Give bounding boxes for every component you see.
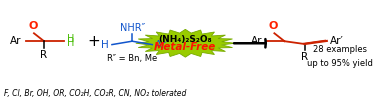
Text: R″ = Bn, Me: R″ = Bn, Me <box>107 54 157 63</box>
Text: H: H <box>101 40 109 50</box>
Text: Metal-Free: Metal-Free <box>154 42 217 52</box>
Text: Ar′: Ar′ <box>330 36 344 46</box>
Polygon shape <box>136 29 235 57</box>
Text: F, Cl, Br, OH, OR, CO₂H, CO₂R, CN, NO₂ tolerated: F, Cl, Br, OH, OR, CO₂H, CO₂R, CN, NO₂ t… <box>4 89 186 98</box>
Text: +: + <box>87 34 100 49</box>
Text: R: R <box>301 52 308 62</box>
Text: Ar: Ar <box>251 36 262 46</box>
Text: Ar′: Ar′ <box>155 40 169 50</box>
Text: O: O <box>28 21 38 31</box>
Text: up to 95% yield: up to 95% yield <box>307 59 372 68</box>
Text: NHR″: NHR″ <box>119 23 145 33</box>
Text: (NH₄)₂S₂O₈: (NH₄)₂S₂O₈ <box>158 35 212 44</box>
Text: R: R <box>40 50 48 60</box>
Text: H: H <box>67 34 74 44</box>
Text: O: O <box>269 21 278 31</box>
Text: Ar: Ar <box>10 36 22 46</box>
Text: 28 examples: 28 examples <box>313 45 367 54</box>
Text: H: H <box>67 38 74 48</box>
